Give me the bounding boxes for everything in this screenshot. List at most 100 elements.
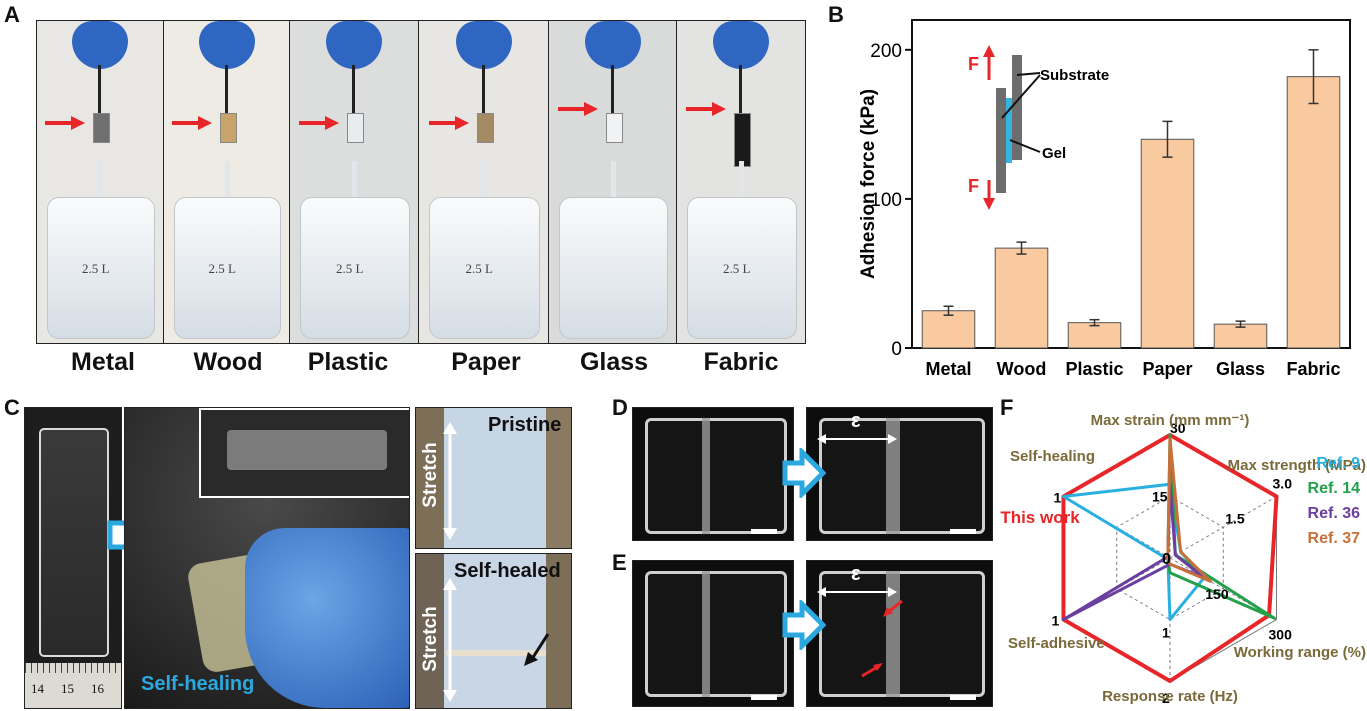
x-tick-label-paper: Paper [1142, 359, 1192, 379]
stretch-label-bottom: Stretch [420, 606, 441, 672]
strain-photo-3 [632, 560, 794, 707]
material-label-metal: Metal [71, 348, 135, 376]
self-healed-label: Self-healed [454, 560, 561, 582]
strain-photo-2: ε [806, 407, 993, 541]
radar-series-1 [1061, 482, 1206, 621]
radar-tick-label: 2 [1162, 690, 1170, 706]
x-tick-label-metal: Metal [925, 359, 971, 379]
stretch-arrow-bottom-icon [443, 578, 457, 702]
bar-wood [994, 247, 1049, 349]
adhesion-inset-diagram: F F Substrate Gel [968, 45, 1109, 210]
bar-plastic [1067, 322, 1122, 349]
radar-axis-label: Response rate (Hz) [1102, 688, 1238, 705]
inset-gel-label: Gel [1042, 145, 1066, 162]
jug-label: 2.5 L [208, 261, 236, 276]
adhesion-bar-chart: 0 100 200 Adhesion force (kPa) Metal Wood Plas… [858, 19, 1351, 379]
radar-series-3 [1061, 482, 1206, 621]
radar-spoke [1169, 496, 1277, 559]
strain-epsilon: ε [851, 410, 861, 432]
strain-epsilon: ε [851, 563, 861, 585]
stretch-arrow-top-icon [443, 422, 457, 540]
radar-tick-label: 3.0 [1273, 476, 1293, 492]
jug-label: 2.5 L [465, 261, 493, 276]
process-arrow-icon [782, 448, 826, 498]
radar-center-label: 0 [1162, 551, 1171, 568]
radar-tick-label: 1 [1053, 490, 1061, 506]
panel-label-c: C [4, 395, 20, 420]
y-tick-label: 100 [870, 190, 902, 211]
bar-paper [1140, 138, 1195, 349]
x-tick-label-fabric: Fabric [1286, 359, 1340, 379]
jug-label: 2.5 L [723, 261, 751, 276]
material-label-plastic: Plastic [307, 348, 389, 376]
pristine-label: Pristine [488, 414, 562, 436]
self-healing-caption: Self-healing [141, 673, 255, 695]
radar-tick-label: 300 [1269, 627, 1293, 643]
self-healing-hand-photo: Self-healing [124, 407, 410, 709]
hanging-photo-5 [548, 20, 677, 344]
material-label-paper: Paper [451, 348, 521, 376]
material-label-wood: Wood [193, 348, 263, 376]
plot-frame [911, 19, 1351, 349]
panel-label-b: B [828, 2, 844, 27]
self-healed-photo: Self-healed Stretch [415, 553, 572, 709]
legend-this-work: This work [1000, 508, 1080, 527]
y-tick-label: 0 [891, 339, 902, 360]
legend-ref-14: Ref. 14 [1308, 480, 1361, 497]
hanging-photo-1: 2.5 L [36, 20, 164, 344]
inset-force-bottom: F [968, 176, 979, 196]
black-arrow-icon [524, 633, 550, 666]
red-arrows-icon [861, 599, 903, 678]
jug-label: 2.5 L [336, 261, 364, 276]
panel-label-f: F [1000, 395, 1014, 420]
radar-series-4 [1166, 437, 1212, 583]
strain-arrow-icon [817, 587, 897, 597]
performance-radar-chart: 15 30 1.5 3.0 150 300 1 2 1 1 0 Max strain (mm mm⁻¹… [1000, 412, 1366, 706]
x-tick-label-glass: Glass [1216, 359, 1265, 379]
panel-label-a: A [4, 2, 20, 27]
hanging-photo-4: 2.5 L [418, 20, 549, 344]
ruler-mark-14: 14 [31, 681, 44, 696]
radar-tick-label: 1.5 [1225, 510, 1245, 526]
y-axis-label: Adhesion force (kPa) [858, 89, 879, 279]
hanging-photo-6: 2.5 L [676, 20, 806, 344]
legend-ref-36: Ref. 36 [1308, 505, 1361, 522]
material-label-fabric: Fabric [703, 348, 779, 376]
radar-tick-label: 15 [1152, 489, 1168, 505]
inset-healed-strip [199, 408, 409, 498]
x-tick-label-wood: Wood [997, 359, 1047, 379]
inset-substrate-label: Substrate [1040, 67, 1109, 84]
radar-axis-label: Max strength (MPa) [1228, 457, 1366, 474]
process-arrow-icon [782, 600, 826, 650]
ruler: 14 15 16 [25, 663, 121, 708]
inset-force-top: F [968, 54, 979, 74]
radar-tick-label: 150 [1205, 586, 1229, 602]
x-tick-label-plastic: Plastic [1065, 359, 1123, 379]
pristine-photo: Pristine Stretch [415, 407, 572, 549]
hanging-photo-3: 2.5 L [289, 20, 419, 344]
bar-metal [921, 310, 976, 349]
strain-arrow-icon [817, 434, 897, 444]
strain-photo-1 [632, 407, 794, 541]
panel-label-d: D [612, 395, 628, 420]
radar-tick-label: 30 [1170, 420, 1186, 436]
bar-fabric [1286, 76, 1341, 349]
radar-axis-label: Working range (%) [1234, 644, 1366, 661]
strain-photo-4: ε [806, 560, 993, 707]
radar-tick-label: 1 [1051, 613, 1059, 629]
radar-axis-label: Max strain (mm mm⁻¹) [1091, 412, 1250, 429]
jug-label: 2.5 L [82, 261, 110, 276]
radar-axis-label: Self-healing [1010, 448, 1095, 465]
gel-strip-photo: 14 15 16 [24, 407, 122, 709]
legend-ref-9: Ref. 9 [1316, 455, 1360, 472]
ruler-mark-15: 15 [61, 681, 74, 696]
radar-axis-label: Self-adhesive [1008, 635, 1105, 652]
hanging-photo-2: 2.5 L [163, 20, 290, 344]
radar-tick-label: 1 [1162, 625, 1170, 641]
y-tick-label: 200 [870, 41, 902, 62]
stretch-label-top: Stretch [420, 442, 441, 508]
panel-label-e: E [612, 550, 627, 575]
material-label-glass: Glass [579, 348, 649, 376]
legend-ref-37: Ref. 37 [1308, 530, 1361, 547]
ruler-mark-16: 16 [91, 681, 104, 696]
